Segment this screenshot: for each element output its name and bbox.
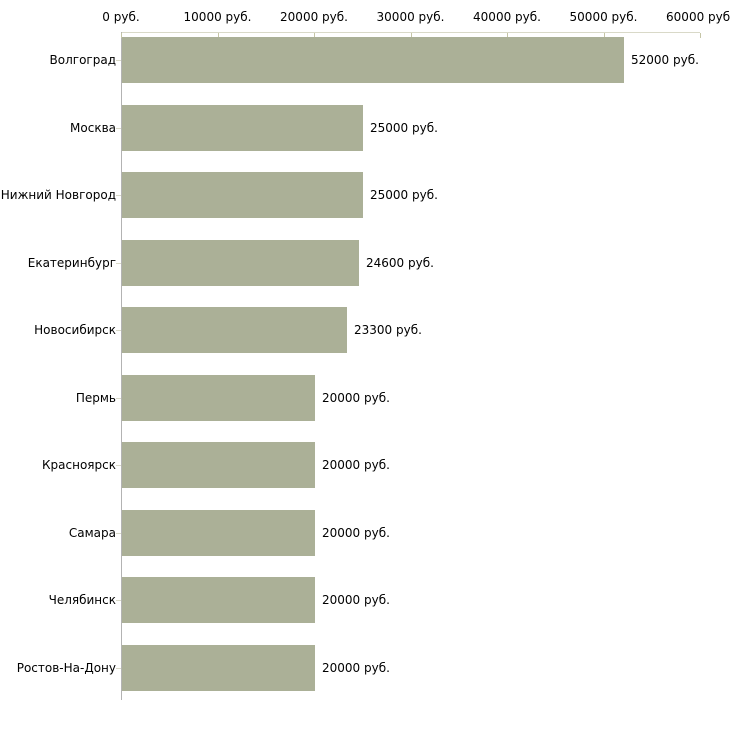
x-axis-tick-mark bbox=[410, 33, 412, 38]
x-axis-tick-mark bbox=[507, 33, 508, 38]
category-label: Екатеринбург bbox=[27, 255, 116, 270]
x-axis-tick-label: 40000 руб. bbox=[473, 10, 541, 24]
y-axis-tick-mark bbox=[116, 668, 121, 669]
bar bbox=[122, 577, 315, 623]
x-axis-tick-label: 0 руб. bbox=[102, 10, 140, 24]
y-axis-tick-mark bbox=[116, 195, 121, 196]
value-label: 25000 руб. bbox=[370, 120, 438, 135]
category-label: Новосибирск bbox=[34, 323, 116, 337]
category-label: Самара bbox=[68, 525, 116, 540]
bar bbox=[122, 239, 359, 286]
x-axis-tick-mark bbox=[121, 33, 122, 38]
value-label: 23300 руб. bbox=[354, 323, 422, 337]
y-axis-tick-mark bbox=[116, 60, 121, 61]
y-axis-line bbox=[121, 32, 122, 700]
category-label: Красноярск bbox=[42, 458, 116, 472]
y-axis-tick-mark bbox=[116, 263, 121, 264]
category-label: Волгоград bbox=[49, 53, 116, 67]
x-axis-tick-mark bbox=[314, 33, 315, 38]
x-axis-tick-label: 10000 руб. bbox=[183, 10, 252, 24]
x-axis-tick-label: 30000 руб. bbox=[376, 10, 445, 24]
y-axis-tick-mark bbox=[116, 398, 121, 399]
category-label: Ростов-На-Дону bbox=[16, 660, 116, 675]
y-axis-tick-mark bbox=[116, 128, 121, 129]
y-axis-tick-mark bbox=[116, 465, 121, 466]
bar bbox=[122, 172, 363, 218]
bar bbox=[122, 374, 315, 421]
value-label: 25000 руб. bbox=[370, 188, 438, 202]
value-label: 20000 руб. bbox=[322, 458, 390, 472]
bar bbox=[122, 37, 624, 83]
y-axis-tick-mark bbox=[116, 533, 121, 534]
value-label: 20000 руб. bbox=[322, 593, 390, 607]
y-axis-tick-mark bbox=[116, 330, 121, 331]
x-axis-tick-mark bbox=[603, 33, 605, 38]
value-label: 20000 руб. bbox=[322, 525, 390, 540]
value-label: 20000 руб. bbox=[322, 390, 390, 405]
category-label: Нижний Новгород bbox=[0, 188, 116, 202]
value-label: 20000 руб. bbox=[322, 660, 390, 675]
bar bbox=[122, 307, 347, 353]
value-label: 52000 руб. bbox=[631, 53, 699, 67]
category-label: Москва bbox=[70, 120, 116, 135]
bar bbox=[122, 509, 315, 556]
bar bbox=[122, 442, 315, 488]
bar bbox=[122, 644, 315, 691]
x-axis-tick-label: 50000 руб. bbox=[569, 10, 638, 24]
x-axis-tick-mark bbox=[217, 33, 219, 38]
category-label: Пермь bbox=[75, 390, 116, 405]
bar bbox=[122, 104, 363, 151]
category-label: Челябинск bbox=[48, 593, 116, 607]
x-axis-tick-label: 20000 руб. bbox=[280, 10, 348, 24]
y-axis-tick-mark bbox=[116, 600, 121, 601]
x-axis-tick-label: 60000 руб. bbox=[666, 10, 730, 24]
x-axis-line bbox=[121, 32, 700, 33]
x-axis-tick-mark bbox=[700, 33, 701, 38]
value-label: 24600 руб. bbox=[366, 255, 434, 270]
